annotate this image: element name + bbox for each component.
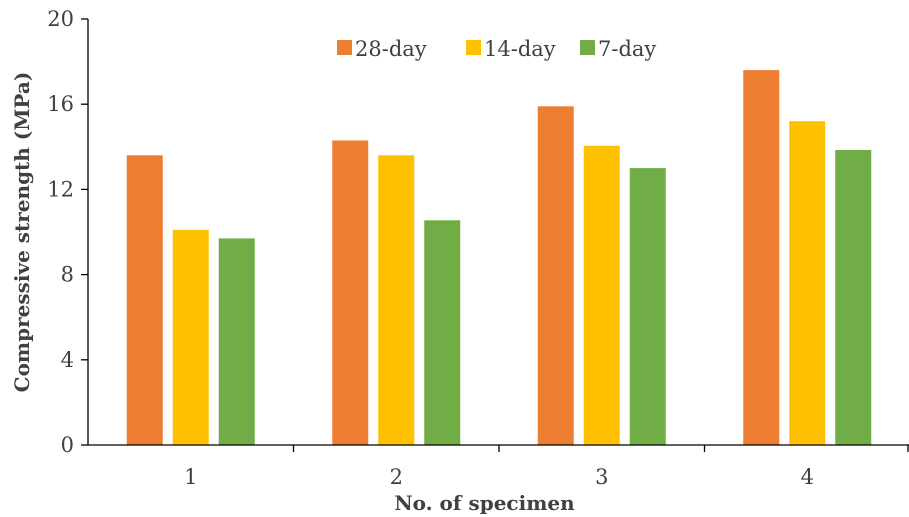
y-tick-label: 0	[61, 433, 74, 457]
x-tick-label: 4	[801, 465, 814, 489]
bar-series-group	[126, 70, 872, 446]
legend-swatch-14-day	[466, 40, 481, 55]
y-axis-ticks: 0 4 8 12 16 20	[47, 7, 88, 457]
x-axis-ticks: 1 2 3 4	[184, 445, 909, 489]
legend-label-28-day: 28-day	[355, 37, 427, 61]
x-axis-title: No. of specimen	[394, 491, 575, 515]
y-axis-title: Compressive strength (MPa)	[10, 72, 34, 393]
y-tick-label: 20	[47, 7, 74, 31]
x-tick-label: 3	[595, 465, 608, 489]
legend-swatch-7-day	[580, 40, 595, 55]
y-tick-label: 12	[47, 177, 74, 201]
bar-14-day-specimen-3	[583, 145, 620, 446]
x-tick-label: 2	[390, 465, 403, 489]
y-tick-label: 4	[61, 348, 74, 372]
bar-28-day-specimen-1	[126, 155, 163, 445]
legend-label-7-day: 7-day	[598, 37, 656, 61]
bar-14-day-specimen-1	[172, 229, 209, 445]
bar-7-day-specimen-3	[629, 168, 666, 445]
bar-7-day-specimen-1	[218, 238, 255, 445]
bar-7-day-specimen-4	[835, 149, 872, 445]
bar-14-day-specimen-2	[378, 155, 415, 445]
bar-28-day-specimen-4	[743, 70, 780, 446]
bar-14-day-specimen-4	[789, 121, 826, 446]
legend: 28-day 14-day 7-day	[337, 37, 656, 61]
y-tick-label: 16	[47, 92, 74, 116]
y-tick-label: 8	[61, 263, 74, 287]
bar-28-day-specimen-2	[332, 140, 369, 445]
legend-swatch-28-day	[337, 40, 352, 55]
legend-label-14-day: 14-day	[484, 37, 556, 61]
bar-7-day-specimen-2	[424, 220, 461, 445]
bar-28-day-specimen-3	[537, 106, 574, 445]
x-tick-label: 1	[184, 465, 197, 489]
